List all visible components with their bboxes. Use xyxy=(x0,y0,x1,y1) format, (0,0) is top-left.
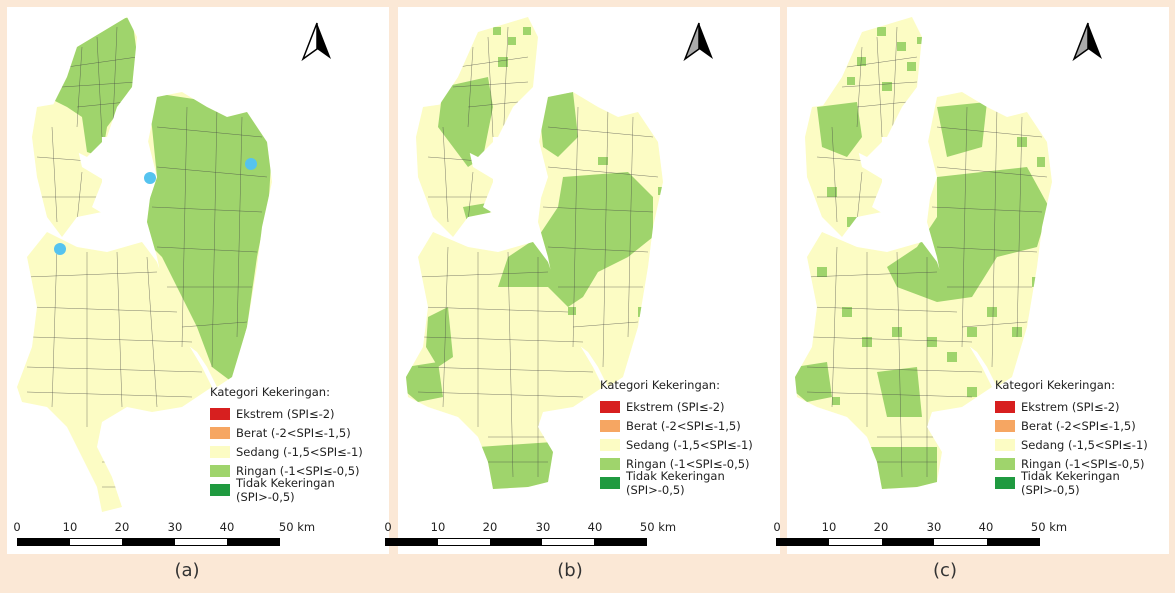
station-marker[interactable] xyxy=(144,172,156,184)
north-arrow-icon xyxy=(301,22,331,62)
station-marker[interactable] xyxy=(245,158,257,170)
scale-tick: 10 xyxy=(430,520,446,534)
legend-swatch-sedang xyxy=(210,445,230,458)
scale-tick: 0 xyxy=(13,520,21,534)
legend-title: Kategori Kekeringan: xyxy=(995,378,1115,392)
legend-swatch-tidak xyxy=(600,476,620,489)
legend-label-sedang: Sedang (-1,5<SPI≤-1) xyxy=(626,437,753,452)
scale-tick: 40 xyxy=(978,520,994,534)
scale-tick: 30 xyxy=(926,520,942,534)
regency-map-b xyxy=(406,17,713,489)
reservoir-area xyxy=(92,137,157,222)
caption-a: (a) xyxy=(174,560,200,581)
scale-tick: 10 xyxy=(821,520,837,534)
scale-bar xyxy=(17,538,280,546)
regency-map-c xyxy=(795,17,1102,489)
north-arrow-icon xyxy=(683,22,713,62)
legend-swatch-berat xyxy=(600,419,620,432)
legend-swatch-berat xyxy=(995,419,1015,432)
scale-tick: 40 xyxy=(219,520,235,534)
scale-tick: 10 xyxy=(62,520,78,534)
scale-tick: 50 km xyxy=(278,520,316,534)
legend-title: Kategori Kekeringan: xyxy=(600,378,720,392)
legend-label-berat: Berat (-2<SPI≤-1,5) xyxy=(236,425,351,440)
legend-label-berat: Berat (-2<SPI≤-1,5) xyxy=(626,418,741,433)
legend-label-tidak: Tidak Kekeringan (SPI>-0,5) xyxy=(1021,468,1120,497)
legend-swatch-berat xyxy=(210,426,230,439)
caption-c: (c) xyxy=(933,560,957,581)
reservoir-area xyxy=(483,137,548,222)
legend: Kategori Kekeringan: Ekstrem (SPI≤-2) Be… xyxy=(995,378,1169,497)
scale-tick: 40 xyxy=(587,520,603,534)
map-panel-b: Kategori Kekeringan: Ekstrem (SPI≤-2) Be… xyxy=(384,7,780,554)
north-arrow-icon xyxy=(1072,22,1102,62)
legend: Kategori Kekeringan: Ekstrem (SPI≤-2) Be… xyxy=(600,378,780,497)
legend-title: Kategori Kekeringan: xyxy=(210,385,330,399)
legend-label-ekstrem: Ekstrem (SPI≤-2) xyxy=(626,399,725,414)
regency-map-a xyxy=(17,17,331,512)
scale-tick: 0 xyxy=(773,520,781,534)
legend-label-sedang: Sedang (-1,5<SPI≤-1) xyxy=(236,444,363,459)
legend-swatch-tidak xyxy=(210,483,230,496)
scale-tick: 0 xyxy=(384,520,392,534)
scale-bar xyxy=(776,538,1040,546)
legend-label-ekstrem: Ekstrem (SPI≤-2) xyxy=(1021,399,1120,414)
legend-label-ringan: Ringan (-1<SPI≤-0,5) xyxy=(236,463,360,478)
legend-swatch-ekstrem xyxy=(995,400,1015,413)
legend-label-ringan: Ringan (-1<SPI≤-0,5) xyxy=(1021,456,1145,471)
legend-swatch-sedang xyxy=(995,438,1015,451)
map-panel-a: Kategori Kekeringan: Ekstrem (SPI≤-2) Be… xyxy=(7,7,389,554)
scale-tick: 20 xyxy=(482,520,498,534)
scale-tick: 50 km xyxy=(639,520,677,534)
scale-tick: 30 xyxy=(535,520,551,534)
reservoir-area xyxy=(872,137,937,222)
legend-label-sedang: Sedang (-1,5<SPI≤-1) xyxy=(1021,437,1148,452)
scale-bar xyxy=(385,538,647,546)
scale-tick: 20 xyxy=(114,520,130,534)
scale-tick: 50 km xyxy=(1030,520,1068,534)
legend-label-berat: Berat (-2<SPI≤-1,5) xyxy=(1021,418,1136,433)
scale-tick: 20 xyxy=(873,520,889,534)
legend-swatch-ringan xyxy=(600,457,620,470)
legend-swatch-tidak xyxy=(995,476,1015,489)
legend-label-tidak: Tidak Kekeringan (SPI>-0,5) xyxy=(236,475,335,504)
legend-swatch-ekstrem xyxy=(210,407,230,420)
legend-swatch-ekstrem xyxy=(600,400,620,413)
station-marker[interactable] xyxy=(54,243,66,255)
legend-label-ekstrem: Ekstrem (SPI≤-2) xyxy=(236,406,335,421)
scale-tick: 30 xyxy=(167,520,183,534)
map-panel-c: Kategori Kekeringan: Ekstrem (SPI≤-2) Be… xyxy=(773,7,1169,554)
legend-label-tidak: Tidak Kekeringan (SPI>-0,5) xyxy=(626,468,725,497)
caption-b: (b) xyxy=(557,560,583,581)
legend: Kategori Kekeringan: Ekstrem (SPI≤-2) Be… xyxy=(210,385,389,504)
legend-swatch-ringan xyxy=(210,464,230,477)
legend-swatch-sedang xyxy=(600,438,620,451)
legend-swatch-ringan xyxy=(995,457,1015,470)
legend-label-ringan: Ringan (-1<SPI≤-0,5) xyxy=(626,456,750,471)
